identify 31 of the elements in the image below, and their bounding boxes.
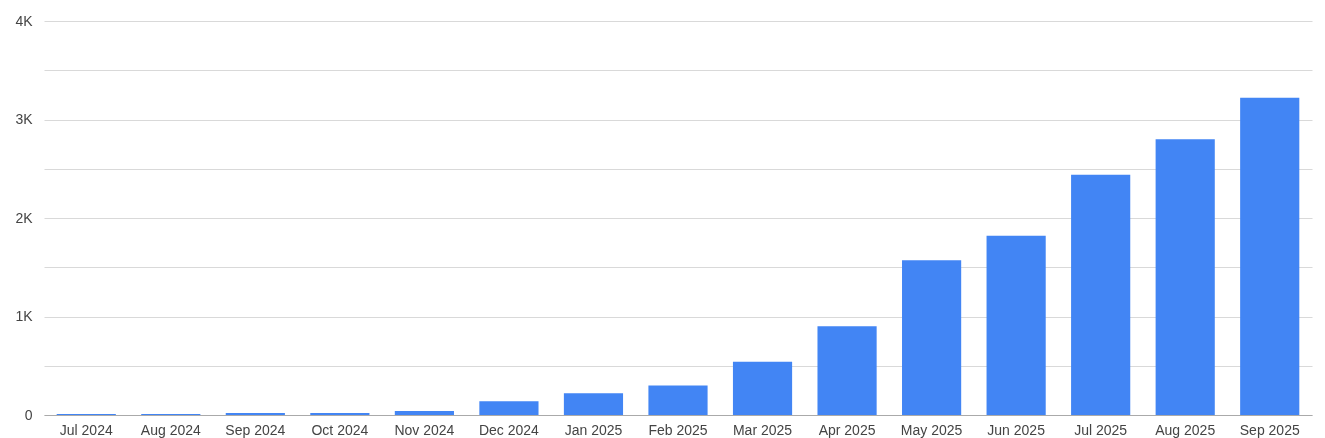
bar bbox=[563, 393, 624, 415]
bar bbox=[648, 385, 708, 415]
bar bbox=[732, 361, 793, 415]
bar bbox=[1071, 174, 1131, 415]
bar bbox=[817, 326, 877, 415]
y-tick-label: 1K bbox=[15, 308, 34, 324]
y-tick-label: 0 bbox=[24, 406, 33, 423]
x-tick-label: Jul 2025 bbox=[1074, 421, 1128, 438]
x-tick-label: Oct 2024 bbox=[311, 421, 369, 438]
bar bbox=[1240, 97, 1300, 415]
y-tick-label: 3K bbox=[15, 111, 34, 127]
x-tick-label: Dec 2024 bbox=[478, 421, 540, 438]
bar bbox=[479, 401, 539, 415]
x-tick-label: Feb 2025 bbox=[648, 421, 708, 438]
x-tick-label: Sep 2025 bbox=[1239, 421, 1300, 438]
x-tick-label: Sep 2024 bbox=[225, 421, 286, 438]
x-tick-label: Aug 2025 bbox=[1155, 421, 1216, 438]
bar bbox=[394, 411, 454, 415]
bar bbox=[1155, 139, 1215, 415]
y-tick-label: 2K bbox=[15, 209, 34, 226]
x-tick-label: Jul 2024 bbox=[59, 421, 113, 438]
bar bbox=[986, 235, 1046, 415]
x-tick-label: Aug 2024 bbox=[140, 421, 201, 438]
y-tick-label: 4K bbox=[15, 12, 34, 29]
x-tick-label: May 2025 bbox=[900, 421, 963, 438]
bar bbox=[902, 260, 962, 415]
x-tick-label: Jun 2025 bbox=[987, 421, 1046, 438]
x-tick-label: Apr 2025 bbox=[818, 421, 876, 438]
x-tick-label: Mar 2025 bbox=[732, 421, 793, 438]
x-tick-label: Nov 2024 bbox=[394, 421, 455, 438]
x-tick-label: Jan 2025 bbox=[564, 421, 623, 438]
